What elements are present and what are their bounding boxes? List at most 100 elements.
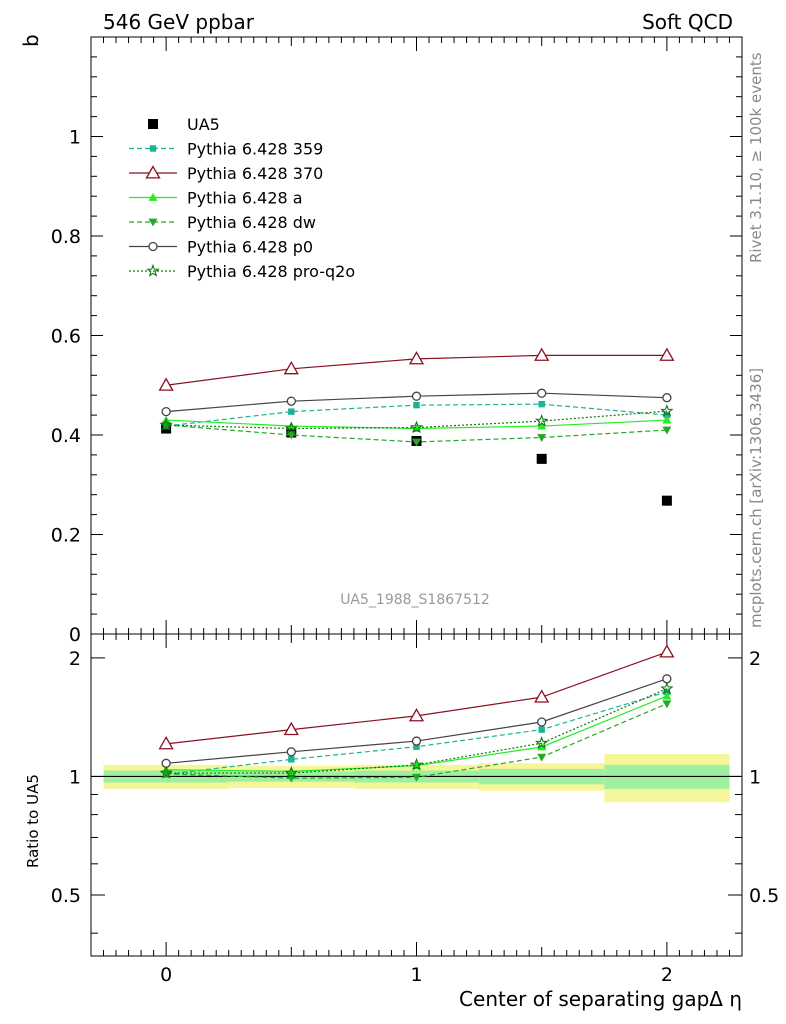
- main-point-pythia-6-428-370: [408, 351, 425, 365]
- main-point-pythia-6-428-dw: [286, 431, 296, 440]
- x-axis-label: Center of separating gapΔ η: [459, 987, 742, 1011]
- legend-entry-ua5: UA5: [148, 115, 220, 134]
- ratio-y-tick-label-right: 0.5: [749, 885, 779, 907]
- legend-marker-pythia-6-428-pro-q2o: [146, 263, 160, 277]
- main-point-pythia-6-428-359: [288, 408, 295, 415]
- x-tick-label: 0: [160, 964, 172, 986]
- ratio-y-tick-label-left: 1: [69, 766, 81, 788]
- legend-marker-ua5: [148, 119, 158, 129]
- ratio-point-pythia-6-428-pro-q2o: [159, 765, 173, 779]
- main-point-pythia-6-428-a: [662, 415, 672, 424]
- ratio-point-pythia-6-428-359: [413, 743, 420, 750]
- header-right-title: Soft QCD: [642, 10, 733, 34]
- mcplots-url-text: mcplots.cern.ch [arXiv:1306.3436]: [747, 368, 765, 628]
- main-point-pythia-6-428-a: [537, 421, 547, 430]
- ratio-series-layer: [158, 644, 675, 783]
- main-point-pythia-6-428-dw: [662, 426, 672, 435]
- ratio-point-pythia-6-428-p0: [411, 736, 422, 746]
- main-point-pythia-6-428-p0: [662, 393, 672, 403]
- main-point-pythia-6-428-a: [286, 421, 296, 430]
- legend-entry-pythia-6-428-359: Pythia 6.428 359: [129, 140, 323, 159]
- legend-label-pythia-6-428-a: Pythia 6.428 a: [187, 189, 303, 208]
- main-point-ua5: [536, 453, 547, 464]
- main-point-pythia-6-428-dw: [412, 438, 421, 447]
- main-point-pythia-6-428-359: [413, 401, 420, 409]
- main-point-pythia-6-428-p0: [537, 388, 547, 398]
- main-point-pythia-6-428-pro-q2o: [284, 421, 299, 435]
- rivet-version-text: Rivet 3.1.10, ≥ 100k events: [747, 52, 765, 263]
- ratio-point-pythia-6-428-370: [659, 644, 675, 658]
- main-point-pythia-6-428-p0: [411, 391, 422, 401]
- x-tick-label: 2: [661, 964, 673, 986]
- ratio-y-tick-labels: 0.5 0.5 1 1 2 2: [51, 648, 779, 907]
- legend-label-pythia-6-428-359: Pythia 6.428 359: [187, 140, 323, 159]
- ratio-point-pythia-6-428-pro-q2o: [660, 681, 674, 695]
- ratio-point-pythia-6-428-pro-q2o: [534, 736, 549, 749]
- legend-label-pythia-6-428-p0: Pythia 6.428 p0: [187, 238, 313, 257]
- main-point-pythia-6-428-370: [283, 361, 299, 375]
- ratio-point-pythia-6-428-359: [288, 756, 295, 763]
- main-point-pythia-6-428-359: [663, 411, 671, 419]
- main-point-ua5: [661, 495, 672, 506]
- ratio-point-pythia-6-428-dw: [662, 700, 672, 709]
- main-y-tick-label: 0.2: [51, 525, 81, 547]
- ratio-y-tick-label-right: 2: [749, 648, 761, 670]
- main-point-pythia-6-428-370: [158, 377, 174, 391]
- main-series-pythia-6-428-p0: [161, 388, 672, 417]
- legend-marker-pythia-6-428-p0: [148, 241, 158, 252]
- legend-label-ua5: UA5: [187, 115, 220, 134]
- main-point-pythia-6-428-pro-q2o: [660, 404, 674, 417]
- main-point-pythia-6-428-p0: [161, 406, 171, 417]
- main-y-axis-label: b: [19, 34, 43, 47]
- ratio-point-pythia-6-428-370: [408, 708, 425, 722]
- ratio-point-pythia-6-428-pro-q2o: [409, 757, 424, 771]
- ratio-point-pythia-6-428-dw: [412, 773, 421, 782]
- main-point-pythia-6-428-pro-q2o: [534, 413, 549, 427]
- ratio-point-pythia-6-428-a: [537, 742, 547, 751]
- main-line-pythia-6-428-pro-q2o: [166, 410, 667, 430]
- main-point-pythia-6-428-pro-q2o: [159, 417, 173, 431]
- main-point-pythia-6-428-dw: [537, 434, 547, 442]
- ratio-point-pythia-6-428-dw: [161, 770, 171, 779]
- ratio-point-pythia-6-428-a: [286, 766, 296, 775]
- ratio-y-tick-label-left: 0.5: [51, 885, 81, 907]
- main-panel: UA5_1988_S1867512 b 0 0.2 0.4 0.6 0.8 1 UA5 Py…: [19, 34, 743, 646]
- ratio-y-tick-label-right: 1: [749, 766, 761, 788]
- main-point-pythia-6-428-370: [659, 347, 675, 361]
- ratio-point-pythia-6-428-pro-q2o: [284, 765, 299, 779]
- ratio-point-pythia-6-428-p0: [537, 717, 547, 727]
- main-series-pythia-6-428-pro-q2o: [159, 404, 674, 435]
- main-y-tick-label: 0: [69, 624, 81, 646]
- ratio-point-pythia-6-428-359: [538, 726, 545, 733]
- legend-marker-pythia-6-428-a: [148, 193, 158, 201]
- main-plot-frame: [90, 36, 743, 635]
- x-tick-label: 1: [410, 964, 422, 986]
- ratio-series-pythia-6-428-p0: [161, 674, 672, 768]
- ratio-point-pythia-6-428-a: [662, 691, 672, 700]
- main-y-tick-label: 0.6: [51, 326, 81, 348]
- header-left-title: 546 GeV ppbar: [103, 10, 255, 34]
- ratio-point-pythia-6-428-370: [534, 689, 550, 703]
- ratio-series-pythia-6-428-pro-q2o: [159, 681, 674, 779]
- legend-marker-pythia-6-428-359: [149, 145, 157, 152]
- legend-label-pythia-6-428-dw: Pythia 6.428 dw: [187, 213, 316, 232]
- main-point-pythia-6-428-359: [538, 400, 545, 408]
- ratio-axis-ticks: [91, 634, 742, 956]
- main-series-layer: [158, 347, 675, 506]
- ratio-point-pythia-6-428-p0: [286, 747, 296, 757]
- legend-entry-pythia-6-428-p0: Pythia 6.428 p0: [129, 238, 313, 257]
- ratio-y-tick-label-left: 2: [69, 648, 81, 670]
- main-point-pythia-6-428-pro-q2o: [409, 420, 424, 434]
- analysis-id-label: UA5_1988_S1867512: [340, 592, 490, 608]
- ratio-y-axis-label: Ratio to UA5: [24, 774, 42, 868]
- legend-entry-pythia-6-428-370: Pythia 6.428 370: [129, 164, 323, 183]
- main-y-tick-label: 1: [69, 127, 81, 149]
- ratio-point-pythia-6-428-dw: [537, 753, 547, 762]
- legend: UA5 Pythia 6.428 359 Pythia 6.428 370 Pythi…: [129, 115, 355, 281]
- legend-label-pythia-6-428-370: Pythia 6.428 370: [187, 164, 323, 183]
- main-point-pythia-6-428-p0: [286, 396, 296, 406]
- legend-entry-pythia-6-428-dw: Pythia 6.428 dw: [129, 213, 316, 232]
- ratio-point-pythia-6-428-p0: [662, 674, 672, 684]
- legend-entry-pythia-6-428-a: Pythia 6.428 a: [129, 189, 303, 208]
